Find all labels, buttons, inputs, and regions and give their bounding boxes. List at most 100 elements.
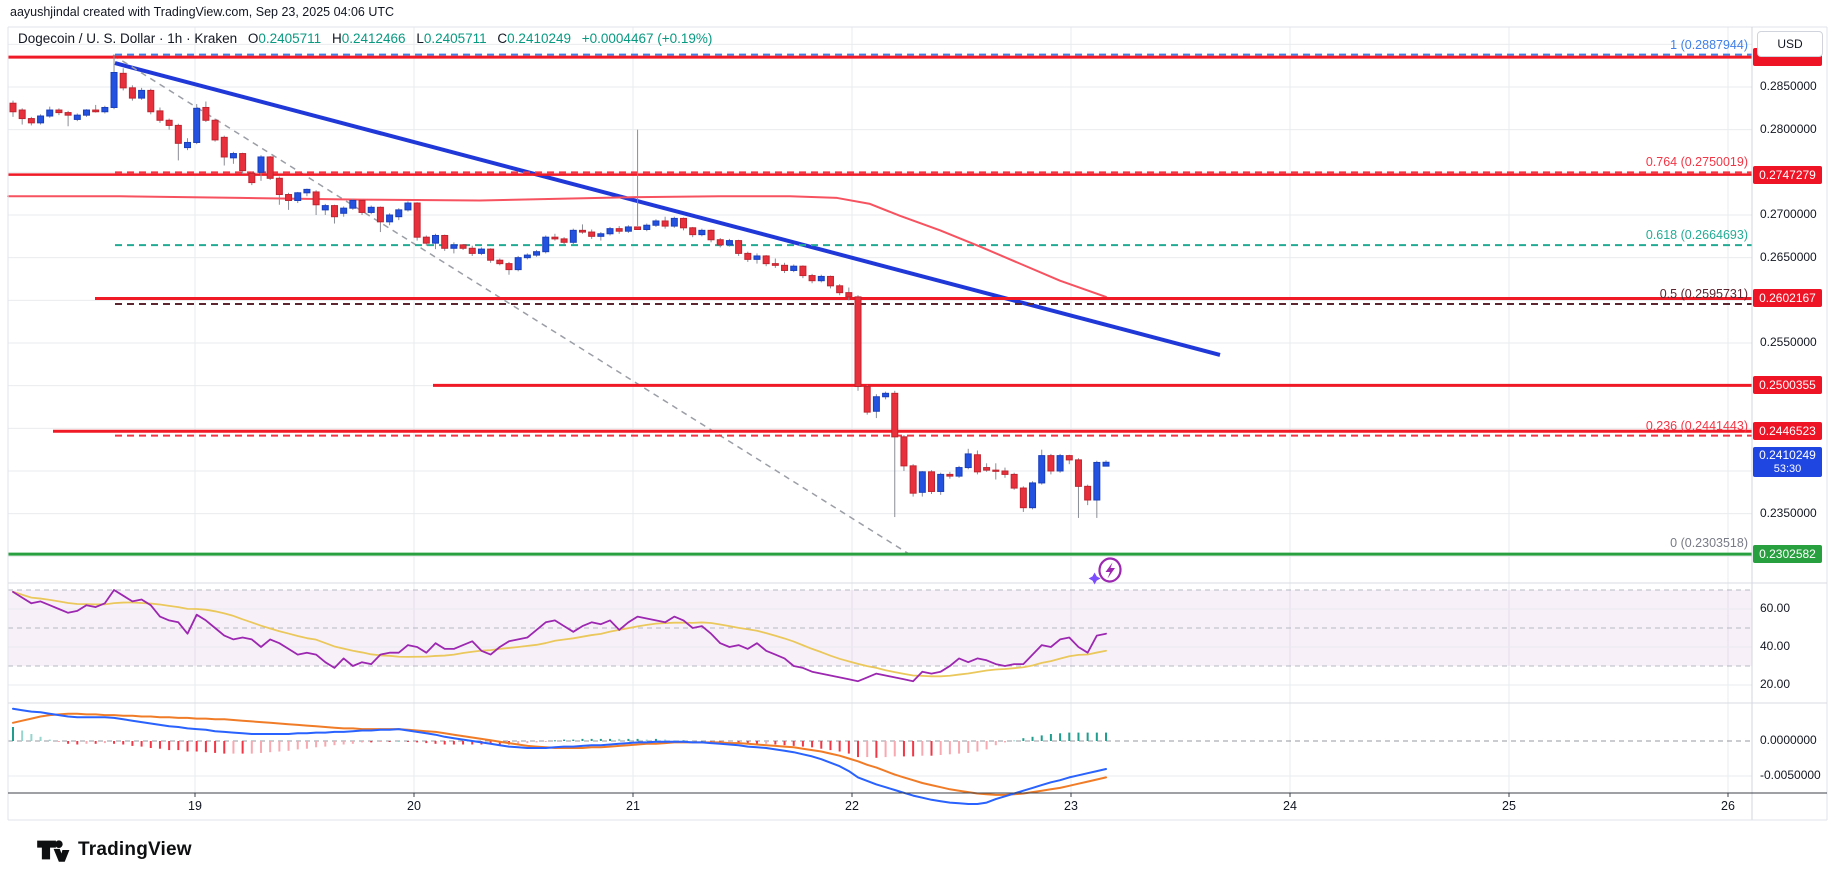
symbol-legend[interactable]: Dogecoin / U. S. Dollar · 1h · Kraken O0… <box>18 31 712 46</box>
candle-up <box>110 71 118 108</box>
macd-histogram-bar <box>1040 735 1043 741</box>
candle-down <box>854 296 862 388</box>
macd-histogram-bar <box>57 741 60 742</box>
macd-histogram-bar <box>1086 732 1089 741</box>
support-box: 0.2302582 <box>1753 545 1822 564</box>
tradingview-logo[interactable]: TradingView <box>36 837 192 863</box>
candle-down <box>147 89 155 113</box>
open-value: 0.2405711 <box>258 31 322 46</box>
candle-down <box>863 386 871 413</box>
macd-histogram-bar <box>746 741 749 744</box>
macd-histogram-bar <box>462 741 465 745</box>
rsi-ma-line <box>12 591 1107 678</box>
candle-up <box>652 220 660 226</box>
macd-histogram-bar <box>838 741 841 752</box>
candle-down <box>220 136 228 158</box>
macd-histogram-bar <box>948 741 951 755</box>
candle-down <box>689 227 697 236</box>
candle-down <box>285 194 293 201</box>
candle-up <box>955 467 963 477</box>
brand-name: TradingView <box>78 839 192 860</box>
macd-histogram-bar <box>361 741 364 743</box>
candle-down <box>211 119 219 141</box>
macd-histogram-bar <box>1068 732 1071 741</box>
resistance-box: 0.2602167 <box>1753 289 1822 308</box>
candle-up <box>450 244 458 249</box>
macd-histogram-bar <box>609 738 612 741</box>
rsi-line <box>12 589 1107 683</box>
macd-histogram-bar <box>278 741 281 752</box>
candle-down <box>1084 485 1092 501</box>
candle-up <box>101 106 109 113</box>
candle-down <box>744 252 752 260</box>
candle-down <box>615 228 623 232</box>
macd-histogram-bar <box>214 741 217 753</box>
fib-level-label: 0.5 (0.2595731) <box>1659 286 1748 301</box>
flash-icon[interactable] <box>1086 553 1126 589</box>
rsi-axis-label: 40.00 <box>1760 639 1791 653</box>
macd-histogram-bar <box>351 741 354 744</box>
candle-up <box>82 109 90 116</box>
candle-up <box>817 275 825 282</box>
candle-up <box>1102 461 1110 467</box>
macd-histogram-bar <box>728 741 731 743</box>
macd-histogram-bar <box>67 741 70 744</box>
fib-level-label: 0.618 (0.2664693) <box>1645 228 1748 243</box>
close-label: C <box>497 31 508 46</box>
candle-up <box>1029 482 1037 509</box>
candle-down <box>826 275 834 287</box>
macd-histogram-bar <box>131 741 134 746</box>
candle-down <box>771 263 779 266</box>
fib-level-label: 0 (0.2303518) <box>1670 536 1748 551</box>
candle-down <box>1001 470 1009 475</box>
time-axis-label: 22 <box>845 799 859 813</box>
candle-down <box>928 471 935 492</box>
candle-up <box>542 236 550 253</box>
candle-up <box>790 265 798 271</box>
candle-up <box>569 229 577 243</box>
macd-histogram-bar <box>664 739 667 741</box>
rsi-axis-label: 60.00 <box>1760 601 1791 615</box>
macd-line <box>12 707 1108 805</box>
rsi-axis-label: 20.00 <box>1760 677 1791 691</box>
macd-axis-label: -0.0050000 <box>1760 768 1821 782</box>
macd-histogram-bar <box>967 741 970 753</box>
candle-down <box>202 106 210 121</box>
attribution-text: aayushjindal created with TradingView.co… <box>10 5 395 19</box>
macd-histogram-bar <box>599 738 602 741</box>
macd-histogram-bar <box>122 741 125 745</box>
candle-down <box>909 465 917 494</box>
macd-histogram-bar <box>94 741 97 744</box>
candle-down <box>1047 455 1055 472</box>
macd-histogram-bar <box>388 741 391 742</box>
currency-button[interactable]: USD <box>1757 31 1823 57</box>
candle-up <box>395 209 403 218</box>
candle-up <box>872 396 880 412</box>
candle-up <box>597 233 605 237</box>
candle-up <box>138 89 146 99</box>
low-value: 0.2405711 <box>423 31 487 46</box>
macd-histogram-bar <box>544 741 547 742</box>
ma-line <box>7 195 1107 298</box>
candle-down <box>634 226 642 231</box>
candle-down <box>560 238 568 243</box>
candle-down <box>900 436 908 467</box>
time-axis-label: 20 <box>407 799 421 813</box>
fib-level-label: 0.764 (0.2750019) <box>1645 155 1748 170</box>
low-label: L <box>416 31 424 46</box>
candle-down <box>836 285 844 294</box>
candle-up <box>73 114 81 120</box>
resistance-box: 0.2747279 <box>1753 165 1822 184</box>
candle-up <box>432 234 440 244</box>
macd-histogram-bar <box>177 741 180 751</box>
candle-down <box>92 109 100 113</box>
macd-histogram-bar <box>21 730 24 741</box>
macd-histogram-bar <box>250 741 253 754</box>
macd-histogram-bar <box>406 741 409 742</box>
candle-up <box>670 217 678 227</box>
candle-up <box>882 392 890 398</box>
macd-histogram-bar <box>498 741 501 745</box>
price-axis-label: 0.2650000 <box>1760 249 1817 264</box>
